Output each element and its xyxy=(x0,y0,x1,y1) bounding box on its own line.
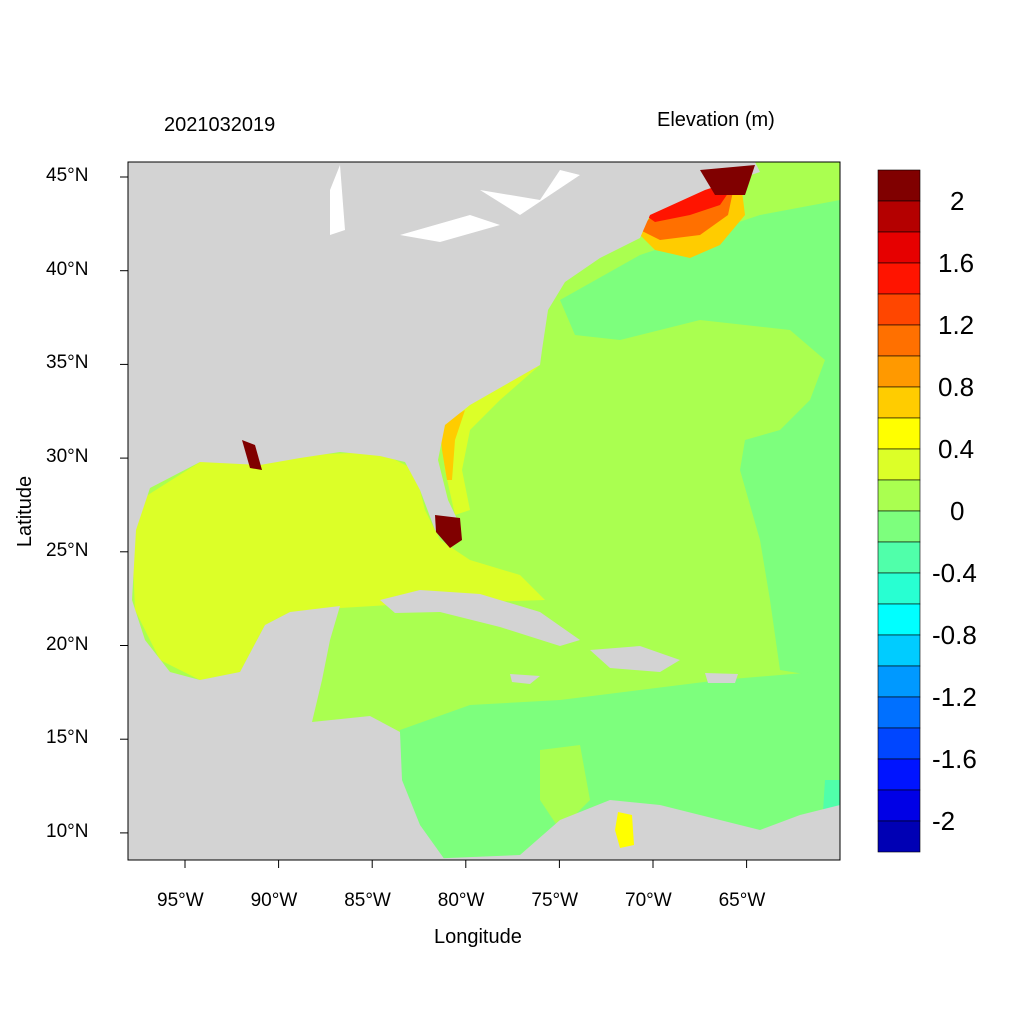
great-lakes xyxy=(330,165,580,242)
colorbar-bin xyxy=(877,324,921,357)
colorbar-bin xyxy=(877,169,921,202)
puerto-rico xyxy=(705,673,738,683)
south-florida-surge xyxy=(435,515,462,548)
x-tick-label: 85°W xyxy=(344,890,391,911)
x-tick-label: 90°W xyxy=(250,890,298,911)
colorbar-bin xyxy=(877,479,921,512)
north-central-america-land xyxy=(128,162,760,860)
maine-surge xyxy=(700,165,755,195)
colorbar-label: 0.8 xyxy=(938,372,975,402)
colorbar-label: 0.4 xyxy=(938,434,975,464)
map-field xyxy=(128,162,840,860)
colorbar-bin xyxy=(877,665,921,698)
cuba xyxy=(380,590,580,646)
colorbar-bin xyxy=(877,603,921,636)
colorbar-bin xyxy=(877,200,921,233)
plot-frame xyxy=(127,161,841,861)
gulf-of-maine-rise-high xyxy=(645,183,735,222)
timestamp-title: 2021032019 xyxy=(164,114,276,136)
hispaniola xyxy=(590,646,680,672)
colorbar xyxy=(877,169,921,853)
colorbar-bin xyxy=(877,510,921,543)
x-tick-label: 65°W xyxy=(718,890,766,911)
gulf-of-mexico xyxy=(132,452,545,680)
x-tick-label: 80°W xyxy=(437,890,485,911)
colorbar-bin xyxy=(877,231,921,264)
y-axis-label: Latitude xyxy=(14,475,37,548)
y-tick-label: 15°N xyxy=(46,727,89,749)
colorbar-bin xyxy=(877,789,921,822)
y-tick-label: 25°N xyxy=(46,539,89,561)
florida-coastal-rise xyxy=(440,365,540,515)
y-tick-label: 10°N xyxy=(46,820,89,842)
colorbar-bin xyxy=(877,572,921,605)
colorbar-label: -0.8 xyxy=(932,620,977,650)
x-tick-label: 75°W xyxy=(531,890,579,911)
colorbar-bin xyxy=(877,820,921,853)
louisiana-surge xyxy=(242,440,262,470)
colorbar-bin xyxy=(877,448,921,481)
low-elevation-region-north xyxy=(560,200,840,680)
colorbar-bin xyxy=(877,293,921,326)
lake-maracaibo xyxy=(615,812,634,848)
x-tick-label: 70°W xyxy=(625,890,672,911)
y-tick-label: 30°N xyxy=(46,446,89,468)
colorbar-bin xyxy=(877,758,921,791)
y-tick-label: 20°N xyxy=(46,633,89,655)
low-elevation-region-caribbean xyxy=(400,670,840,860)
colorbar-bin xyxy=(877,355,921,388)
colorbar-label: 2 xyxy=(950,186,965,216)
caribbean-higher-patch xyxy=(540,745,590,830)
colorbar-label: 0 xyxy=(950,496,965,526)
jamaica xyxy=(510,674,540,684)
colorbar-label: -1.2 xyxy=(932,682,977,712)
colorbar-label: 1.2 xyxy=(938,310,975,340)
x-tick-label: 95°W xyxy=(157,890,204,911)
colorbar-bin xyxy=(877,634,921,667)
y-tick-label: 40°N xyxy=(46,258,89,280)
x-axis-label: Longitude xyxy=(434,926,522,948)
colorbar-bin xyxy=(877,417,921,450)
colorbar-bin xyxy=(877,386,921,419)
colorbar-label: -2 xyxy=(932,806,956,836)
axis-ticks xyxy=(120,176,748,868)
colorbar-bin xyxy=(877,696,921,729)
florida-coastal-rise-high xyxy=(440,410,465,480)
colorbar-label: -0.4 xyxy=(932,558,977,588)
colorbar-bin xyxy=(877,727,921,760)
y-tick-label: 45°N xyxy=(46,165,89,186)
colorbar-bin xyxy=(877,262,921,295)
y-tick-label: 35°N xyxy=(46,352,89,374)
colorbar-label: 1.6 xyxy=(938,248,975,278)
variable-title: Elevation (m) xyxy=(657,109,775,131)
colorbar-label: -1.6 xyxy=(932,744,977,774)
colorbar-bin xyxy=(877,541,921,574)
